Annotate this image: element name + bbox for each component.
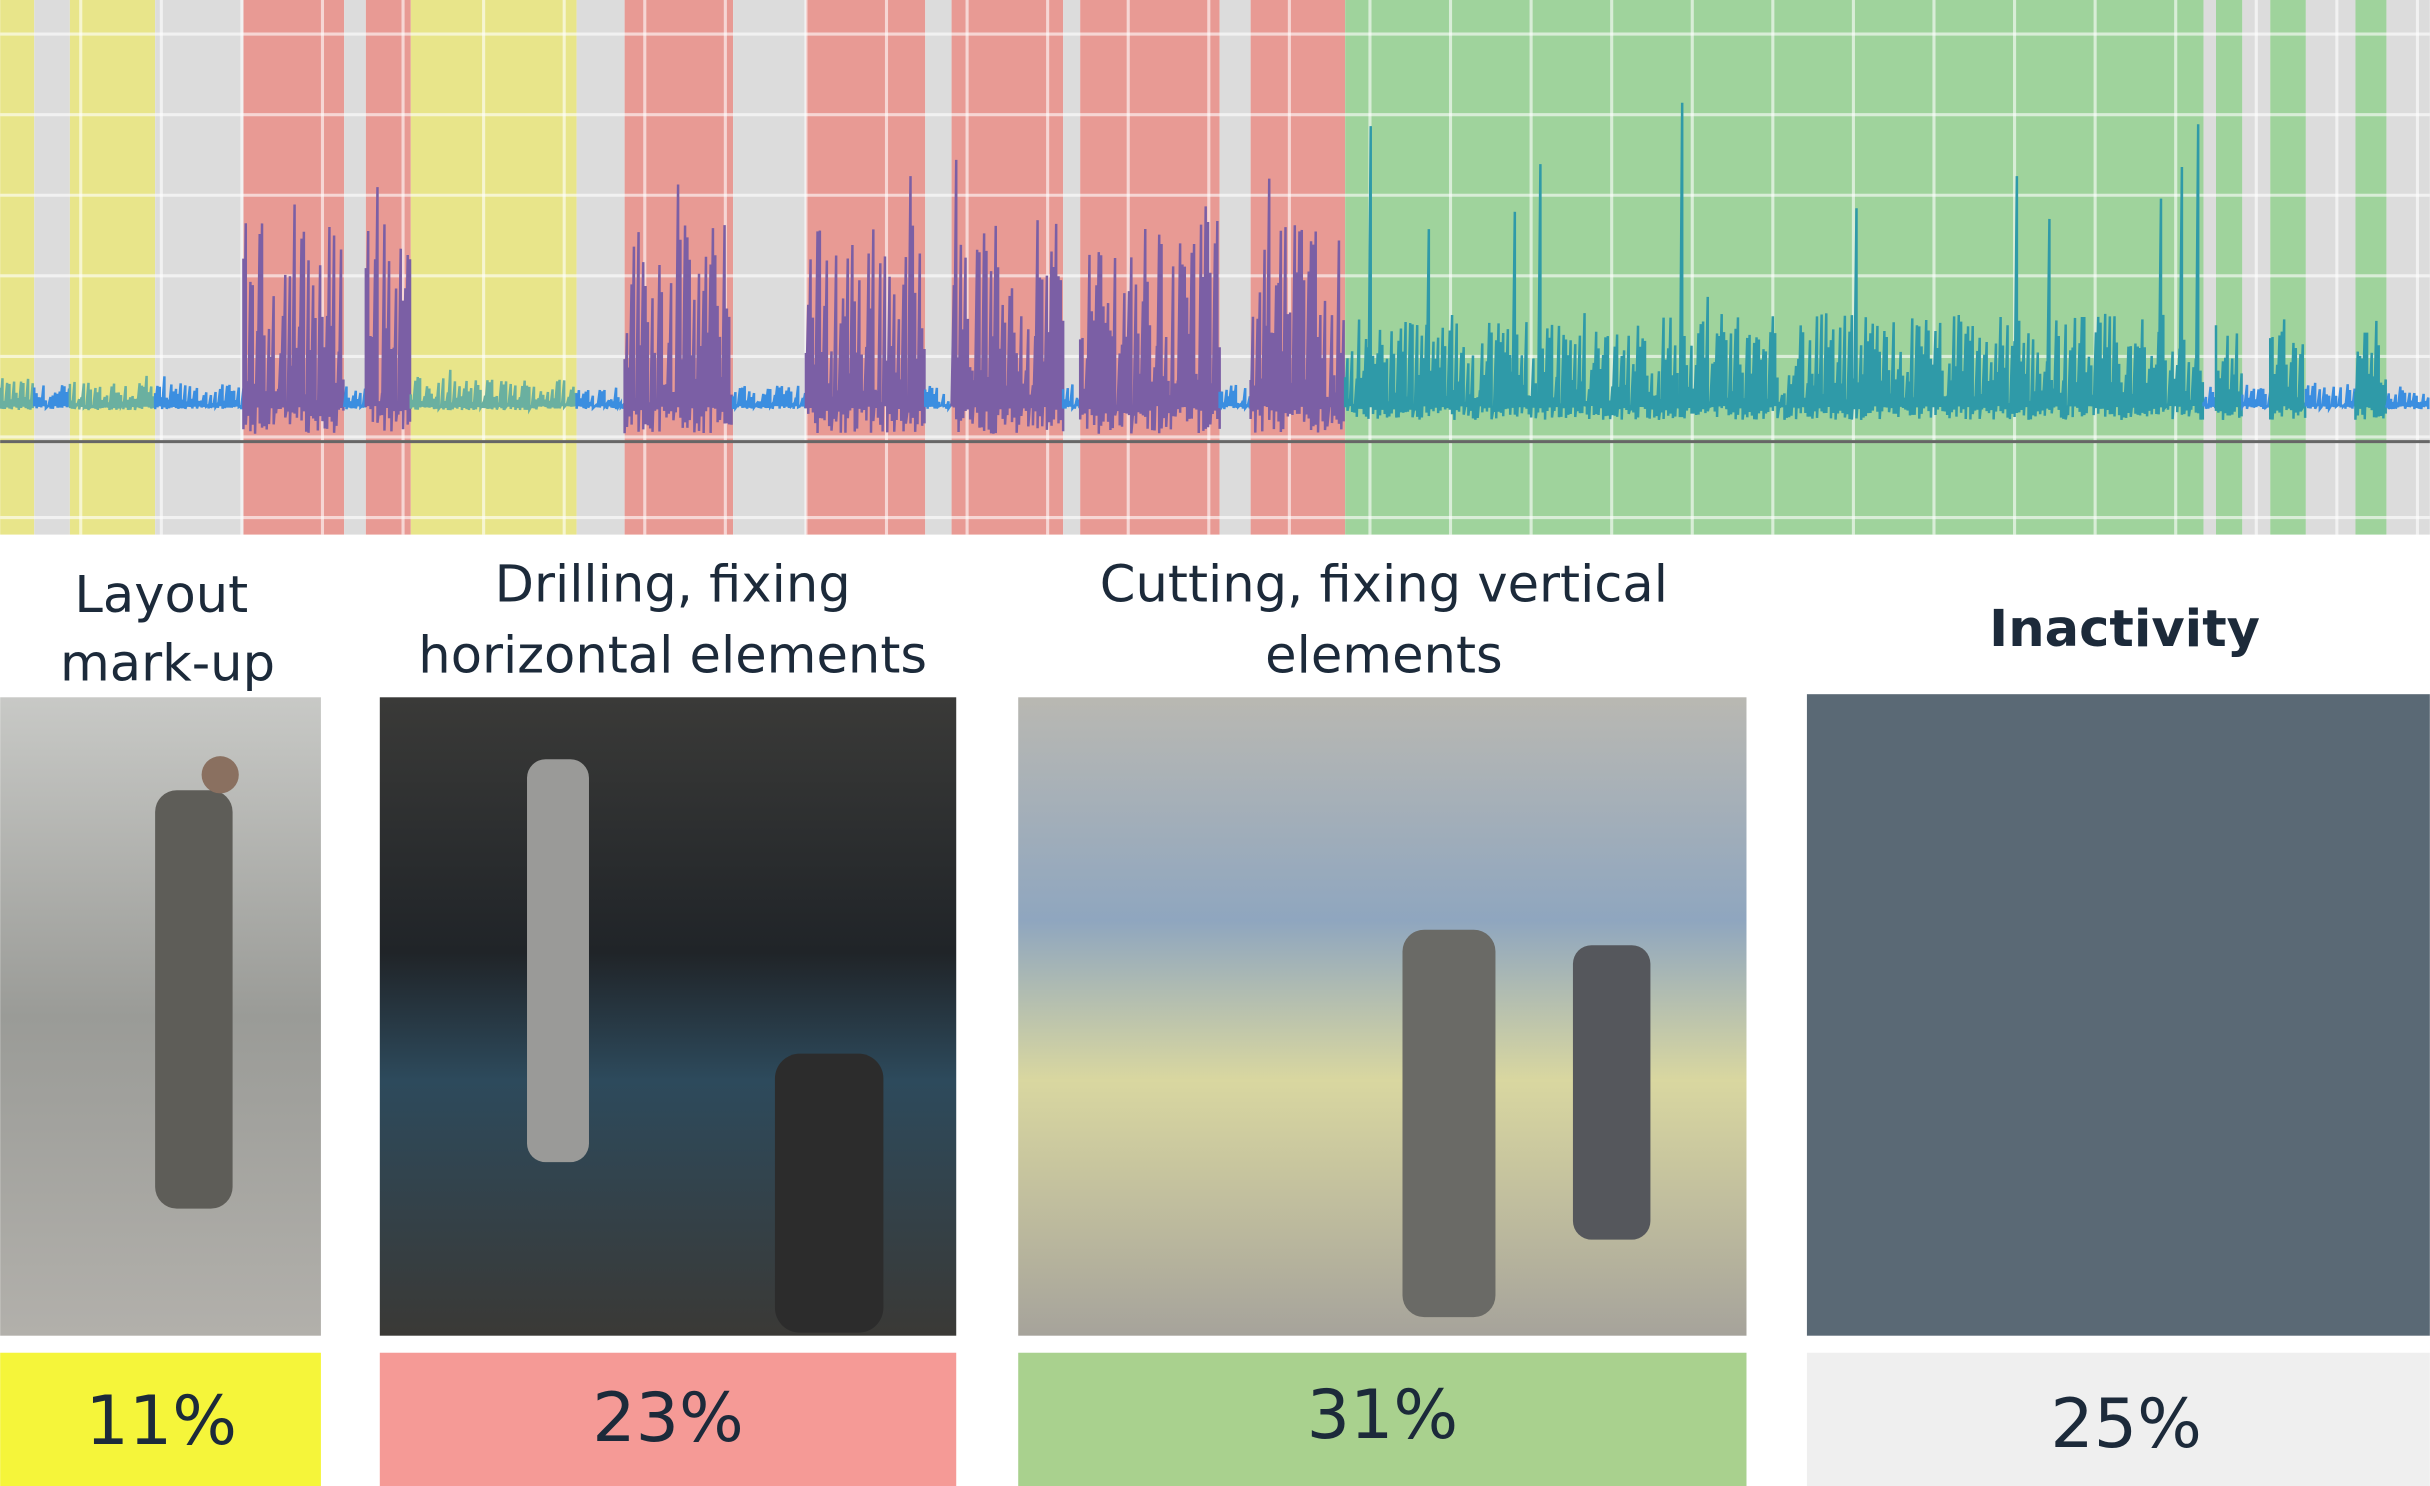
share-value: 31% bbox=[1307, 1376, 1459, 1455]
signal-trace bbox=[623, 184, 733, 434]
activity-band bbox=[1063, 0, 1081, 535]
signal-trace bbox=[2241, 384, 2272, 412]
activity-band bbox=[2270, 0, 2306, 535]
activity-band bbox=[155, 0, 244, 535]
signal-trace bbox=[0, 378, 34, 410]
activity-band bbox=[805, 0, 926, 535]
share-box bbox=[1806, 1352, 2430, 1486]
activity-label: Inactivity bbox=[1989, 600, 2260, 659]
activity-band bbox=[576, 0, 625, 535]
signal-trace bbox=[2304, 382, 2356, 414]
activity-label: Cutting, fixing vertical bbox=[1100, 555, 1668, 614]
signal-trace bbox=[2214, 325, 2243, 420]
activity-band bbox=[344, 0, 366, 535]
signal-trace bbox=[33, 385, 71, 412]
signal-trace bbox=[1078, 206, 1221, 434]
activity-signal bbox=[0, 0, 2430, 535]
activity-band bbox=[2215, 0, 2243, 535]
signal-trace bbox=[2354, 320, 2387, 420]
activity-label: elements bbox=[1265, 627, 1502, 686]
share-value: 25% bbox=[2050, 1385, 2202, 1464]
signal-trace bbox=[731, 385, 807, 413]
signal-trace bbox=[409, 369, 578, 415]
share-value: 11% bbox=[86, 1382, 238, 1461]
signal-trace bbox=[950, 159, 1065, 434]
signal-trace bbox=[68, 375, 155, 412]
signal-trace bbox=[1343, 102, 2205, 421]
signal-trace bbox=[242, 204, 345, 434]
activity-label: horizontal elements bbox=[418, 627, 927, 686]
signal-trace bbox=[2385, 386, 2430, 410]
share-box bbox=[0, 1352, 321, 1486]
activity-band bbox=[2203, 0, 2216, 535]
activity-band bbox=[2386, 0, 2430, 535]
activity-band bbox=[1080, 0, 1220, 535]
activity-label: mark-up bbox=[60, 634, 275, 693]
activity-band bbox=[2355, 0, 2387, 535]
signal-trace bbox=[575, 387, 625, 412]
signal-trace bbox=[1218, 384, 1252, 412]
signal-trace bbox=[2268, 319, 2307, 420]
signal-trace bbox=[153, 376, 245, 412]
signal-trace bbox=[804, 176, 926, 433]
activity-band bbox=[733, 0, 806, 535]
share-box bbox=[379, 1352, 957, 1486]
share-value: 23% bbox=[592, 1379, 744, 1458]
activity-band bbox=[2305, 0, 2356, 535]
share-box bbox=[1018, 1352, 1747, 1486]
signal-trace bbox=[342, 386, 367, 411]
activity-band bbox=[0, 0, 35, 535]
activity-band bbox=[951, 0, 1064, 535]
activity-band bbox=[1219, 0, 1251, 535]
activity-band bbox=[410, 0, 577, 535]
signal-trace bbox=[923, 385, 953, 413]
activity-label: Layout bbox=[74, 566, 248, 625]
figure-silhouettes bbox=[155, 756, 1651, 1333]
activity-band bbox=[69, 0, 156, 535]
inactivity-panel bbox=[1806, 694, 2430, 1336]
signal-trace bbox=[364, 187, 412, 432]
signal-trace bbox=[1249, 178, 1345, 433]
activity-band bbox=[34, 0, 70, 535]
signal-trace bbox=[2202, 386, 2217, 410]
activity-label: Drilling, fixing bbox=[495, 555, 851, 614]
signal-trace bbox=[1061, 384, 1081, 413]
activity-band bbox=[925, 0, 952, 535]
